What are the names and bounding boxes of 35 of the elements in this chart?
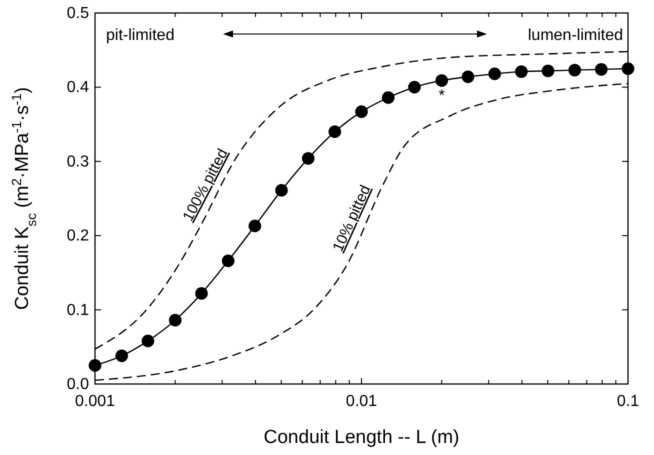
point — [595, 63, 608, 76]
point — [302, 152, 315, 165]
point — [382, 91, 395, 104]
point — [168, 314, 182, 326]
point — [88, 359, 102, 372]
text: 10% pitted — [330, 182, 374, 254]
point — [435, 74, 448, 87]
point — [462, 70, 474, 84]
x-tick-label: 0.1 — [616, 393, 640, 410]
annotation: * — [438, 88, 445, 105]
point — [355, 105, 368, 118]
point — [222, 254, 234, 268]
point — [248, 220, 262, 232]
point — [328, 125, 342, 138]
annotation: lumen-limited — [528, 27, 623, 44]
x-axis-title: Conduit Length -- L (m) — [264, 427, 460, 448]
x-tick-label: 0.001 — [74, 393, 116, 410]
y-tick-label: 0.3 — [66, 153, 90, 170]
point — [515, 65, 528, 78]
point — [408, 80, 421, 94]
y-tick-label: 0.5 — [66, 5, 90, 22]
point — [115, 350, 128, 362]
point — [195, 287, 208, 300]
y-tick-label: 0.2 — [66, 228, 90, 245]
y-tick-label: 0.1 — [66, 302, 90, 319]
y-tick-label: 0.0 — [66, 376, 90, 393]
point — [275, 184, 288, 197]
x-tick-label: 0.01 — [346, 393, 378, 410]
point — [142, 334, 154, 348]
point — [568, 64, 582, 76]
annotation: pit-limited — [106, 27, 174, 44]
y-tick-label: 0.4 — [66, 79, 90, 96]
point — [622, 62, 634, 75]
point — [488, 68, 501, 80]
point — [542, 64, 554, 78]
